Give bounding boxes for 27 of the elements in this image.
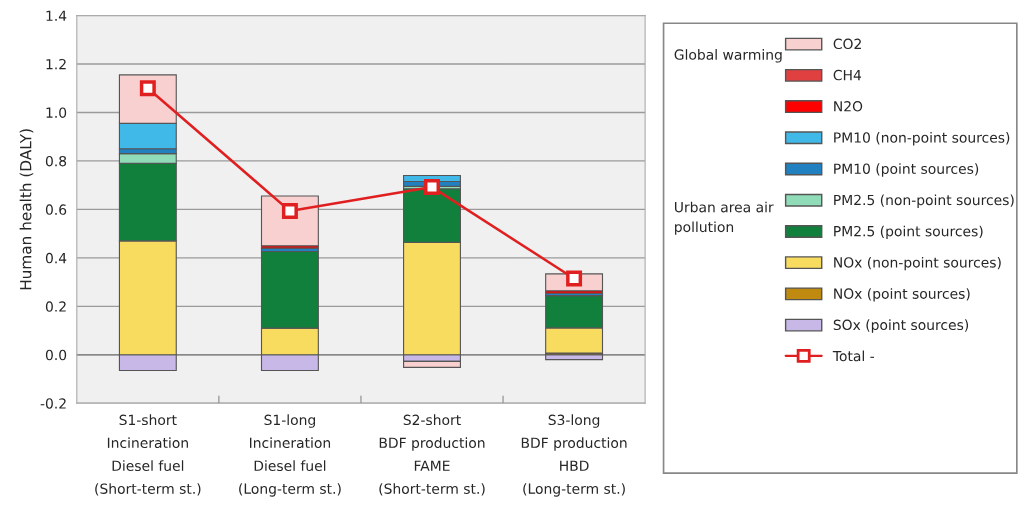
legend-label: PM10 (non-point sources) bbox=[834, 132, 1010, 146]
y-tick-label: 1.4 bbox=[46, 10, 67, 21]
x-tick-label: S1-long Incineration Diesel fuel (Long-term st.) bbox=[239, 414, 341, 497]
y-tick-label: 0.2 bbox=[45, 301, 66, 312]
y-tick-label: 0.6 bbox=[45, 204, 67, 215]
y-tick-label: 1.2 bbox=[46, 58, 66, 70]
x-tick-label: S1-short Incineration Diesel fuel (Short-term st.) bbox=[95, 414, 201, 496]
text: Global warming bbox=[674, 49, 782, 63]
y-tick-label: 0.4 bbox=[45, 252, 67, 264]
text: Urban area air pollution bbox=[675, 201, 774, 235]
x-tick-label: S3-long BDF production HBD (Long-term st.) bbox=[521, 414, 627, 497]
legend-label: CO2 bbox=[833, 38, 861, 50]
legend-label: NOx (point sources) bbox=[834, 288, 970, 302]
legend-label: SOx (point sources) bbox=[833, 319, 969, 333]
y-axis-title: Human health (DALY) bbox=[19, 129, 34, 290]
legend-label: PM10 (point sources) bbox=[834, 163, 979, 177]
legend-label: PM2.5 (non-point sources) bbox=[834, 194, 1014, 208]
y-tick-label: 0.0 bbox=[45, 349, 67, 361]
legend-label: CH4 bbox=[833, 69, 862, 81]
legend-label: PM2.5 (point sources) bbox=[834, 225, 983, 240]
y-tick-label: 0.8 bbox=[45, 155, 67, 167]
y-tick-label: -0.2 bbox=[40, 398, 66, 409]
x-tick-label: S2-short BDF production FAME (Short-term st.) bbox=[379, 414, 485, 496]
y-tick-label: 1.0 bbox=[46, 107, 67, 118]
legend-label: N2O bbox=[834, 101, 863, 112]
legend-label: NOx (non-point sources) bbox=[834, 256, 1001, 271]
legend-label: Total - bbox=[832, 350, 875, 362]
